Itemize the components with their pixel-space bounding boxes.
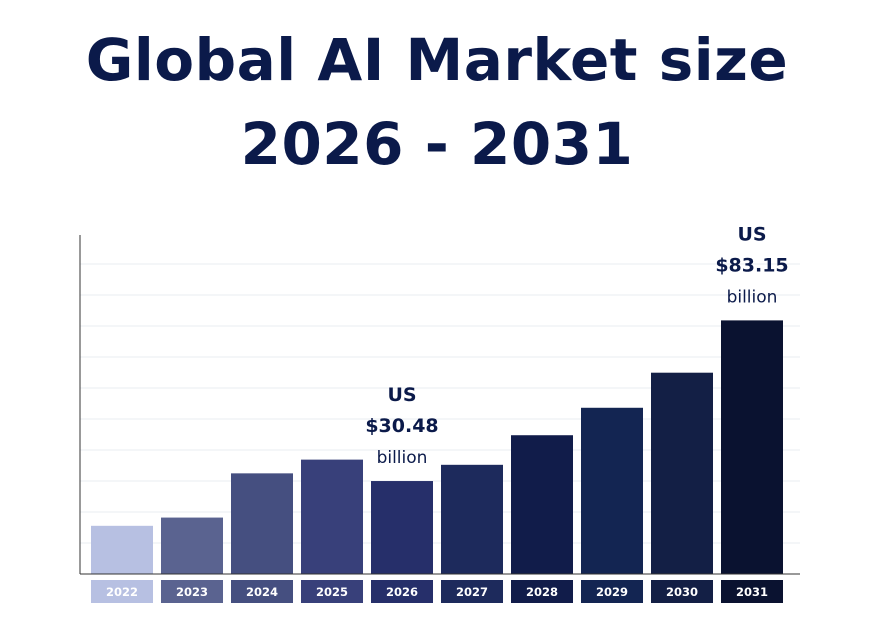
x-label-box-2029	[581, 580, 643, 603]
bar-2028	[511, 435, 573, 574]
x-tick-label-2027: 2027	[456, 585, 488, 599]
x-tick-label-2025: 2025	[316, 585, 348, 599]
x-axis-labels: 2022 2023 2024 2025 2026 2027 2028 2029 2030 2031	[91, 580, 783, 603]
bar-2025	[301, 459, 363, 574]
bar-2030	[651, 372, 713, 574]
bar-2031	[721, 320, 783, 574]
x-tick-label-2026: 2026	[386, 585, 418, 599]
annotations: US $30.48 billion US $83.15 billion	[365, 223, 788, 468]
annotation-prefix-2026: US	[387, 384, 416, 406]
bar-2023	[161, 517, 223, 574]
x-label-box-2027	[441, 580, 503, 603]
title-line-2: 2026 - 2031	[240, 110, 634, 178]
x-tick-label-2029: 2029	[596, 585, 628, 599]
x-tick-label-2031: 2031	[736, 585, 768, 599]
bar-2022	[91, 525, 153, 574]
x-label-box-2028	[511, 580, 573, 603]
x-label-box-2022	[91, 580, 153, 603]
annotation-unit-2031: billion	[727, 287, 778, 307]
x-label-box-2031	[721, 580, 783, 603]
x-tick-label-2023: 2023	[176, 585, 208, 599]
annotation-prefix-2031: US	[737, 223, 766, 245]
bar-2027	[441, 464, 503, 574]
x-label-box-2026	[371, 580, 433, 603]
bar-2026	[371, 481, 433, 574]
chart-title: Global AI Market size 2026 - 2031	[0, 18, 874, 186]
x-tick-label-2028: 2028	[526, 585, 558, 599]
x-tick-label-2022: 2022	[106, 585, 138, 599]
annotation-value-2026: $30.48	[365, 415, 438, 437]
x-tick-label-2030: 2030	[666, 585, 698, 599]
bars	[91, 320, 783, 574]
bar-2024	[231, 473, 293, 574]
x-label-box-2025	[301, 580, 363, 603]
annotation-value-2031: $83.15	[715, 254, 788, 276]
x-label-box-2023	[161, 580, 223, 603]
x-label-box-2024	[231, 580, 293, 603]
x-tick-label-2024: 2024	[246, 585, 278, 599]
bar-2029	[581, 407, 643, 574]
x-label-box-2030	[651, 580, 713, 603]
title-line-1: Global AI Market size	[85, 26, 789, 94]
annotation-unit-2026: billion	[377, 448, 428, 468]
